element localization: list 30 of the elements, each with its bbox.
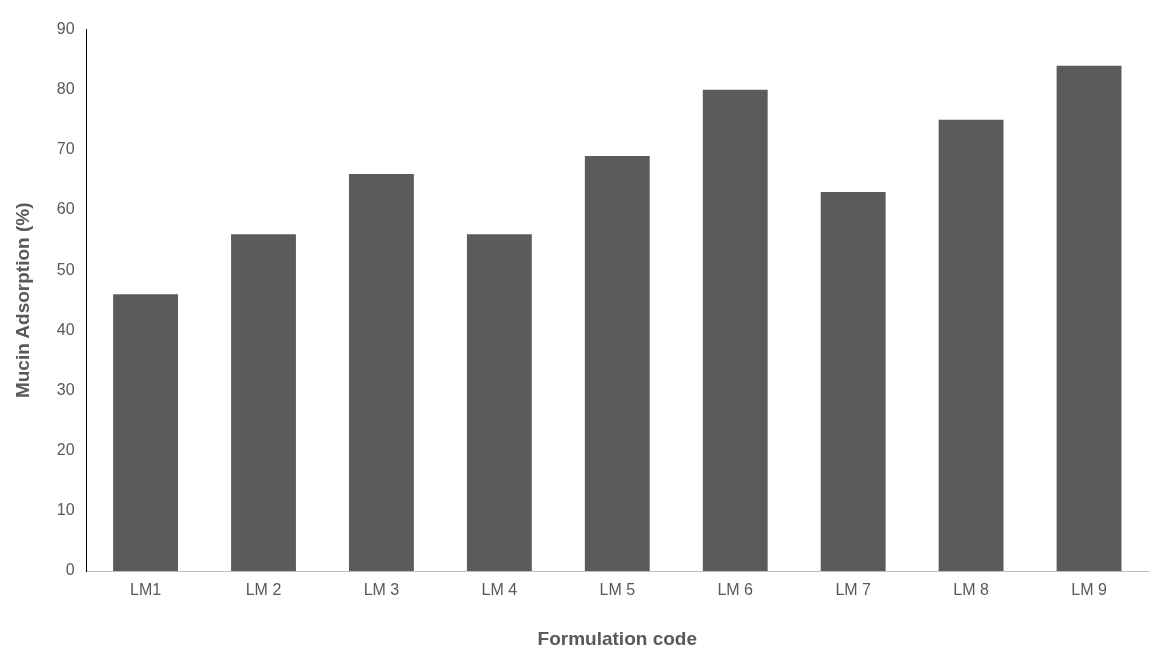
- x-tick-label: LM 2: [245, 581, 282, 599]
- y-tick-label: 20: [56, 441, 75, 459]
- x-tick-label: LM 9: [1071, 581, 1107, 599]
- bar: [938, 119, 1004, 571]
- x-tick-label: LM 7: [835, 581, 872, 599]
- y-tick-label: 70: [56, 140, 75, 158]
- y-axis-title: Mucin Adsorption (%): [11, 202, 33, 399]
- bar: [349, 173, 414, 571]
- bar: [702, 89, 768, 571]
- bar: [1056, 65, 1122, 571]
- bar: [113, 294, 178, 571]
- y-tick-label: 10: [56, 501, 75, 519]
- y-tick-label: 90: [56, 20, 75, 38]
- bar: [231, 234, 296, 571]
- y-tick-label: 30: [56, 380, 75, 398]
- x-axis-title: Formulation code: [537, 627, 697, 649]
- bar: [584, 155, 650, 571]
- y-tick-label: 50: [56, 260, 75, 278]
- y-tick-label: 80: [56, 80, 75, 98]
- x-tick-label: LM 6: [717, 581, 754, 599]
- x-tick-label: LM1: [130, 581, 162, 599]
- x-tick-label: LM 5: [599, 581, 636, 599]
- bar: [466, 234, 532, 571]
- y-tick-label: 60: [56, 200, 75, 218]
- x-tick-label: LM 8: [953, 581, 989, 599]
- x-tick-label: LM 3: [363, 581, 400, 599]
- bar: [820, 192, 886, 571]
- x-tick-label: LM 4: [481, 581, 518, 599]
- y-tick-label: 0: [65, 561, 75, 579]
- y-tick-label: 40: [56, 320, 75, 338]
